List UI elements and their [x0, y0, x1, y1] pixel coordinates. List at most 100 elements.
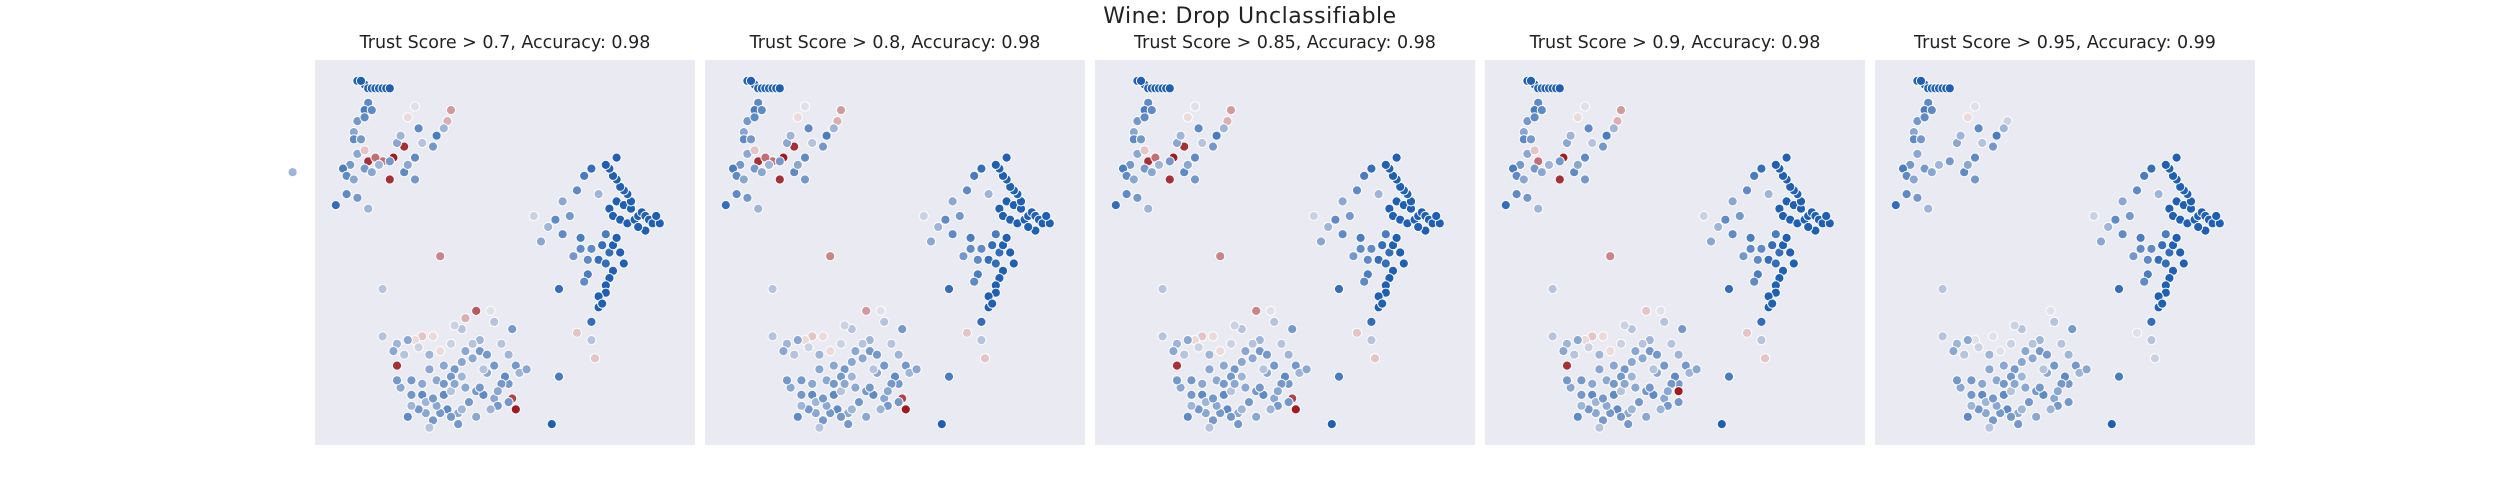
data-point [1008, 258, 1019, 269]
data-point [615, 247, 626, 258]
data-point [1630, 346, 1641, 357]
data-point [1355, 232, 1366, 243]
data-point [507, 324, 518, 335]
data-point [1995, 346, 2006, 357]
data-point [2038, 364, 2049, 375]
data-point [1901, 189, 1912, 200]
data-point [492, 386, 503, 397]
data-point [1179, 349, 1190, 360]
data-point [377, 331, 388, 342]
data-point [1908, 174, 1919, 185]
data-point [2027, 353, 2038, 364]
data-point [1153, 159, 1165, 171]
data-point [460, 382, 471, 393]
data-point [1966, 389, 1977, 400]
data-point [1615, 411, 1627, 422]
data-point [983, 189, 994, 200]
data-point [557, 196, 568, 207]
data-point [406, 389, 417, 400]
data-point [1720, 214, 1731, 225]
data-point [1189, 101, 1201, 112]
data-point [2160, 258, 2171, 269]
data-point [1041, 210, 1052, 222]
data-point [1677, 324, 1688, 335]
data-point [355, 75, 367, 86]
data-point [1337, 229, 1348, 240]
data-point [875, 404, 886, 415]
data-point [1001, 232, 1012, 243]
data-point [1763, 189, 1774, 200]
data-point [1164, 156, 1175, 167]
data-point [409, 152, 421, 163]
data-point [1944, 156, 1955, 167]
data-point [1959, 349, 1970, 360]
data-point [2016, 371, 2027, 382]
data-point [767, 331, 778, 342]
data-point [471, 411, 482, 422]
data-point [1128, 174, 1139, 185]
data-point [575, 243, 586, 254]
data-point [467, 338, 478, 349]
data-point [330, 200, 341, 211]
data-point [575, 232, 586, 243]
data-point [2027, 338, 2038, 349]
data-point [1821, 210, 1832, 222]
data-point [1955, 130, 1966, 141]
data-point [366, 105, 377, 116]
data-point [828, 378, 839, 389]
data-point [846, 356, 857, 368]
data-point [453, 419, 464, 430]
data-point [1741, 185, 1753, 196]
data-point [1969, 174, 1981, 185]
panel-title-4: Trust Score > 0.9, Accuracy: 0.98 [1529, 33, 1821, 53]
data-point [571, 185, 583, 196]
data-point [2049, 316, 2060, 327]
data-point [958, 251, 969, 262]
data-point [1608, 123, 1619, 134]
data-point [2128, 251, 2139, 262]
data-point [2045, 305, 2056, 316]
data-point [1398, 258, 1409, 269]
data-point [1373, 189, 1384, 200]
data-point [391, 360, 403, 371]
data-point [1395, 247, 1406, 258]
data-point [1579, 152, 1591, 163]
data-point [925, 236, 937, 247]
data-point [893, 397, 904, 408]
data-point [391, 375, 403, 386]
data-point [720, 200, 731, 211]
data-point [1529, 112, 1540, 123]
data-point [1716, 419, 1727, 430]
data-point [445, 411, 457, 422]
data-point [796, 400, 807, 411]
data-point [756, 167, 767, 178]
data-point [1608, 378, 1619, 389]
data-point [1583, 342, 1594, 353]
data-point [1225, 411, 1237, 422]
data-point [1269, 316, 1280, 327]
data-point [1261, 349, 1273, 360]
data-point [825, 346, 836, 357]
data-point [1962, 112, 1973, 123]
data-point [1615, 105, 1627, 116]
data-point [1283, 397, 1294, 408]
data-point [814, 349, 825, 360]
data-point [1211, 130, 1222, 141]
data-point [1919, 112, 1930, 123]
data-point [535, 236, 547, 247]
data-point [799, 152, 811, 163]
data-point [1525, 134, 1537, 145]
data-point [1756, 163, 1767, 174]
data-point [774, 156, 785, 167]
data-point [2131, 327, 2143, 338]
data-point [1351, 185, 1363, 196]
data-point [745, 134, 757, 145]
data-point [2110, 214, 2121, 225]
data-point [2146, 335, 2157, 346]
data-point [489, 360, 500, 371]
data-point [1723, 283, 1735, 295]
data-point [1561, 375, 1573, 386]
data-point [1366, 163, 1377, 174]
data-point [893, 349, 904, 360]
data-point [1756, 316, 1767, 327]
